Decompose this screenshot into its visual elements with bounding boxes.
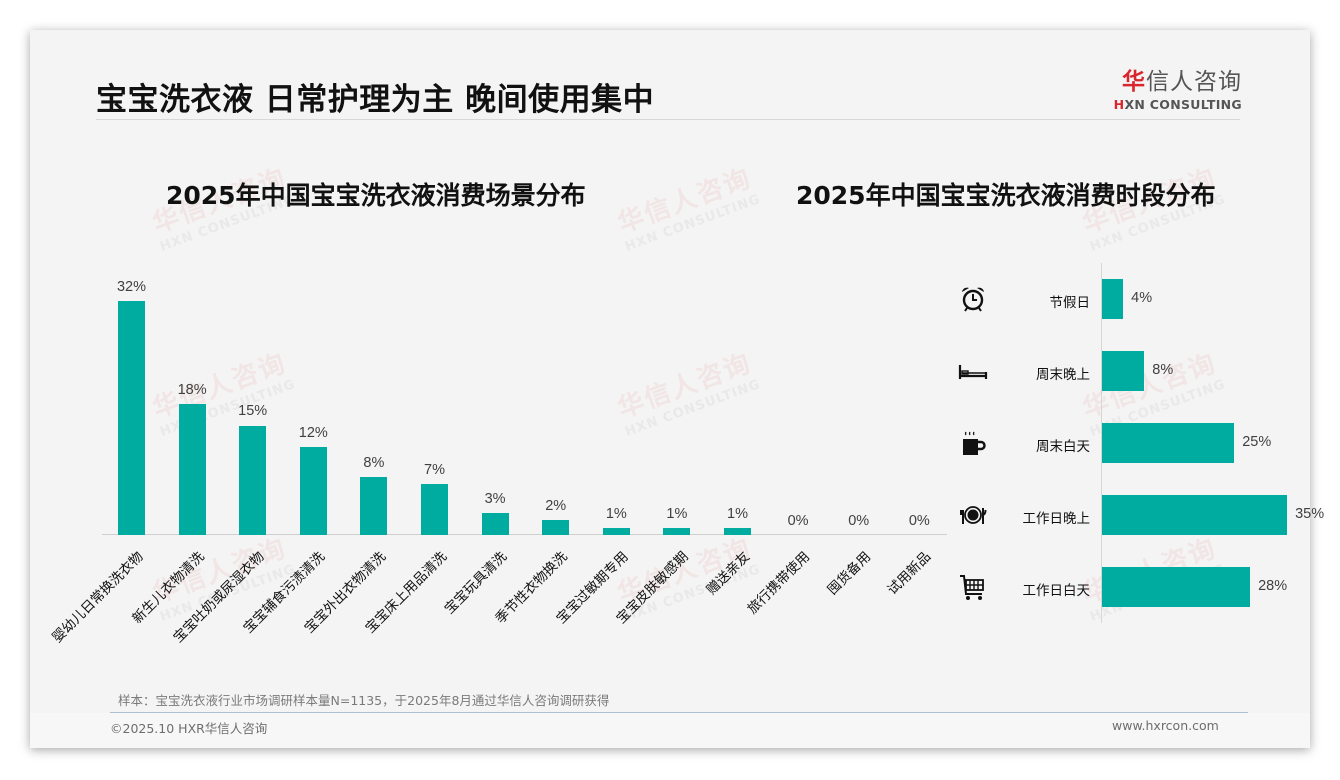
title-divider [96,119,1240,120]
logo-en-name: XN CONSULTING [1124,97,1242,112]
bar [542,520,570,535]
category-label: 节假日 [1049,295,1091,311]
bar [602,527,630,535]
category-label: 婴幼儿日常换洗衣物 [49,548,147,646]
data-label: 7% [424,461,445,478]
sample-note: 样本：宝宝洗衣液行业市场调研样本量N=1135，于2025年8月通过华信人咨询调… [118,693,610,708]
slide: 宝宝洗衣液 日常护理为主 晚间使用集中 华信人咨询 HXN CONSULTING… [30,30,1324,748]
data-label: 3% [484,491,506,508]
alarm-clock-icon [958,284,988,314]
footer-bar [30,713,1310,748]
data-label: 2% [545,498,567,515]
website-link[interactable]: www.hxrcon.com [1112,718,1219,733]
scene-chart-title: 2025年中国宝宝洗衣液消费场景分布 [166,181,586,210]
period-chart-title: 2025年中国宝宝洗衣液消费时段分布 [796,181,1216,210]
bar [299,447,327,535]
y-axis-line [1101,263,1102,623]
data-label: 1% [727,505,748,522]
category-label: 旅行携带使用 [744,548,814,618]
bar [1102,279,1124,319]
bar [239,425,267,535]
coffee-mug-icon [958,428,988,458]
logo-en-accent: H [1113,97,1125,112]
data-label: 0% [848,513,870,529]
bar [481,513,509,535]
category-label: 周末白天 [1036,439,1090,455]
data-label: 0% [787,513,809,529]
bar [178,403,206,535]
scene-bar-chart: 32% 18% 15% 12% 8% 7% 3% 2% 1% 1% 1% 0% 0% 0% [102,270,947,535]
copyright: ©2025.10 HXR华信人咨询 [110,721,268,736]
data-label: 1% [666,505,688,522]
data-label: 1% [605,505,627,522]
bar [1102,351,1145,391]
bar [663,527,691,535]
data-label: 35% [1295,506,1325,522]
shopping-cart-icon [958,572,988,602]
x-axis-line [102,534,947,535]
bed-icon [958,356,988,386]
bar [724,527,751,535]
data-label: 15% [238,403,268,420]
logo-accent: 华 [1122,69,1146,95]
bar [1102,423,1235,463]
bar [421,483,448,535]
data-label: 4% [1131,290,1153,306]
brand-logo: 华信人咨询 HXN CONSULTING [1112,62,1242,112]
category-label: 囤货备用 [824,548,874,599]
data-label: 32% [116,279,147,296]
category-label: 赠送亲友 [703,548,753,599]
data-label: 8% [363,454,385,471]
logo-name: 信人咨询 [1146,69,1242,95]
period-bar-chart: 4% 8% 25% 35% 28% [1101,263,1325,623]
category-label: 工作日白天 [1022,583,1091,599]
data-label: 25% [1242,434,1272,450]
bar [360,476,388,535]
data-label: 12% [298,425,328,442]
page-title: 宝宝洗衣液 日常护理为主 晚间使用集中 [96,82,655,118]
bar [1102,495,1288,535]
footer-divider [110,712,1248,713]
category-label: 试用新品 [884,548,935,599]
data-label: 0% [908,513,930,529]
plate-cutlery-icon [958,500,988,530]
category-label: 工作日晚上 [1022,511,1091,527]
bar [1102,567,1251,607]
data-label: 8% [1152,362,1174,378]
data-label: 28% [1258,578,1288,594]
data-label: 18% [177,381,207,398]
bar [118,301,145,535]
category-label: 周末晚上 [1036,367,1090,383]
